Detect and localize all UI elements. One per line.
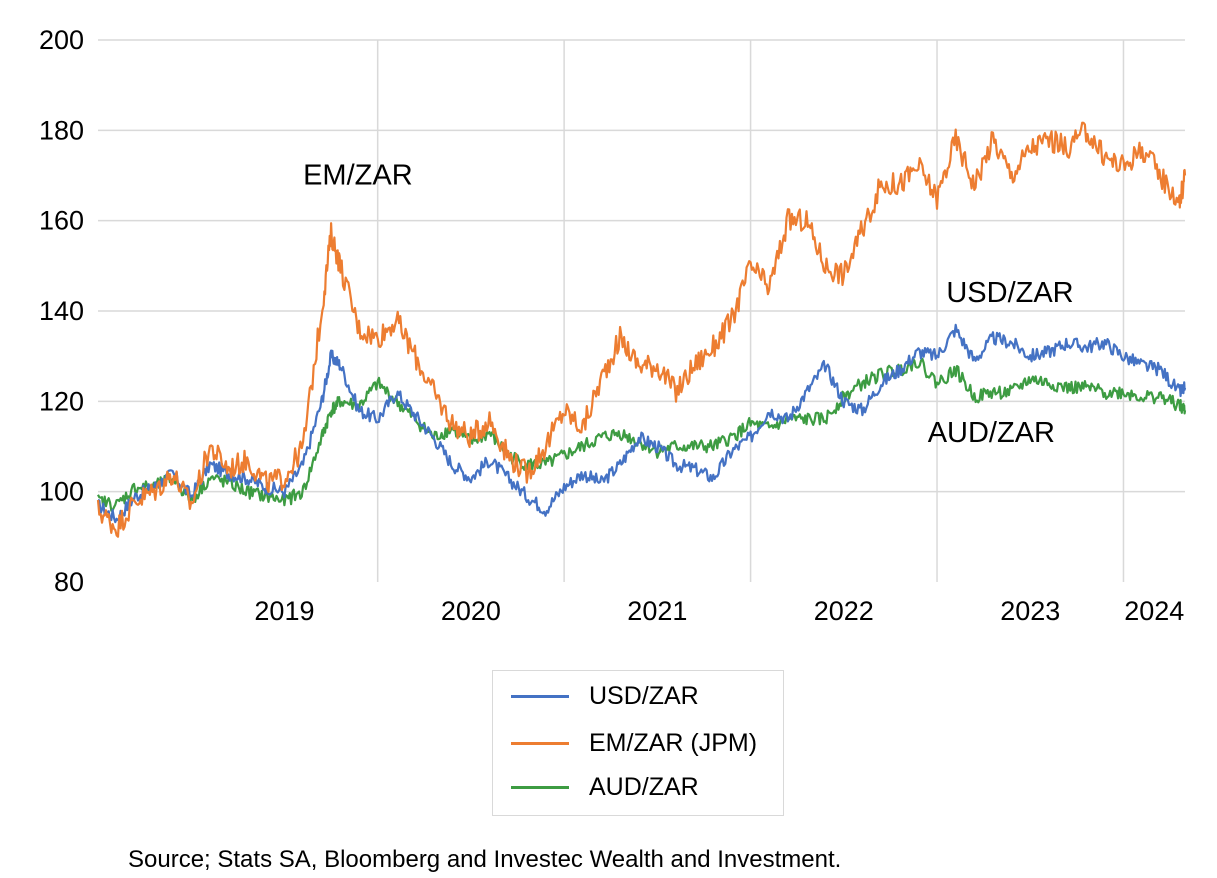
y-tick-label: 120	[39, 386, 84, 416]
y-tick-label: 100	[39, 477, 84, 507]
legend-swatch-usd-zar	[511, 694, 569, 698]
gridlines	[98, 39, 1185, 582]
y-tick-label: 140	[39, 296, 84, 326]
annotation-label: AUD/ZAR	[928, 417, 1055, 449]
y-tick-label: 80	[54, 567, 84, 597]
legend-swatch-em-zar	[511, 741, 569, 745]
legend-label-aud-zar: AUD/ZAR	[589, 772, 699, 801]
annotation-label: EM/ZAR	[303, 160, 413, 192]
series-lines	[96, 121, 1187, 538]
y-axis-ticks: 80 100 120 140 160 180 200	[39, 25, 84, 597]
y-tick-label: 180	[39, 115, 84, 145]
x-tick-label: 2022	[814, 596, 874, 626]
legend-item-usd-zar: USD/ZAR	[511, 679, 699, 713]
legend-label-em-zar: EM/ZAR (JPM)	[589, 728, 758, 757]
legend-item-em-zar: EM/ZAR (JPM)	[511, 726, 757, 760]
x-tick-label: 2020	[441, 596, 501, 626]
source-note: Source; Stats SA, Bloomberg and Investec…	[128, 846, 842, 873]
annotation-label: USD/ZAR	[946, 277, 1073, 309]
legend-swatch-aud-zar	[511, 785, 569, 789]
y-tick-label: 160	[39, 206, 84, 236]
x-tick-label: 2019	[254, 596, 314, 626]
annotations: EM/ZAR USD/ZAR AUD/ZAR	[303, 160, 1074, 449]
y-tick-label: 200	[39, 25, 84, 55]
legend: USD/ZAR EM/ZAR (JPM) AUD/ZAR	[492, 670, 784, 816]
series-line-em-zar-jpm	[96, 121, 1187, 538]
x-tick-label: 2021	[627, 596, 687, 626]
x-tick-label: 2024	[1124, 596, 1184, 626]
x-axis-ticks: 2019 2020 2021 2022 2023 2024	[254, 596, 1184, 626]
legend-label-usd-zar: USD/ZAR	[589, 681, 699, 710]
series-line-usd-zar	[97, 323, 1187, 524]
x-tick-label: 2023	[1000, 596, 1060, 626]
legend-item-aud-zar: AUD/ZAR	[511, 770, 699, 804]
